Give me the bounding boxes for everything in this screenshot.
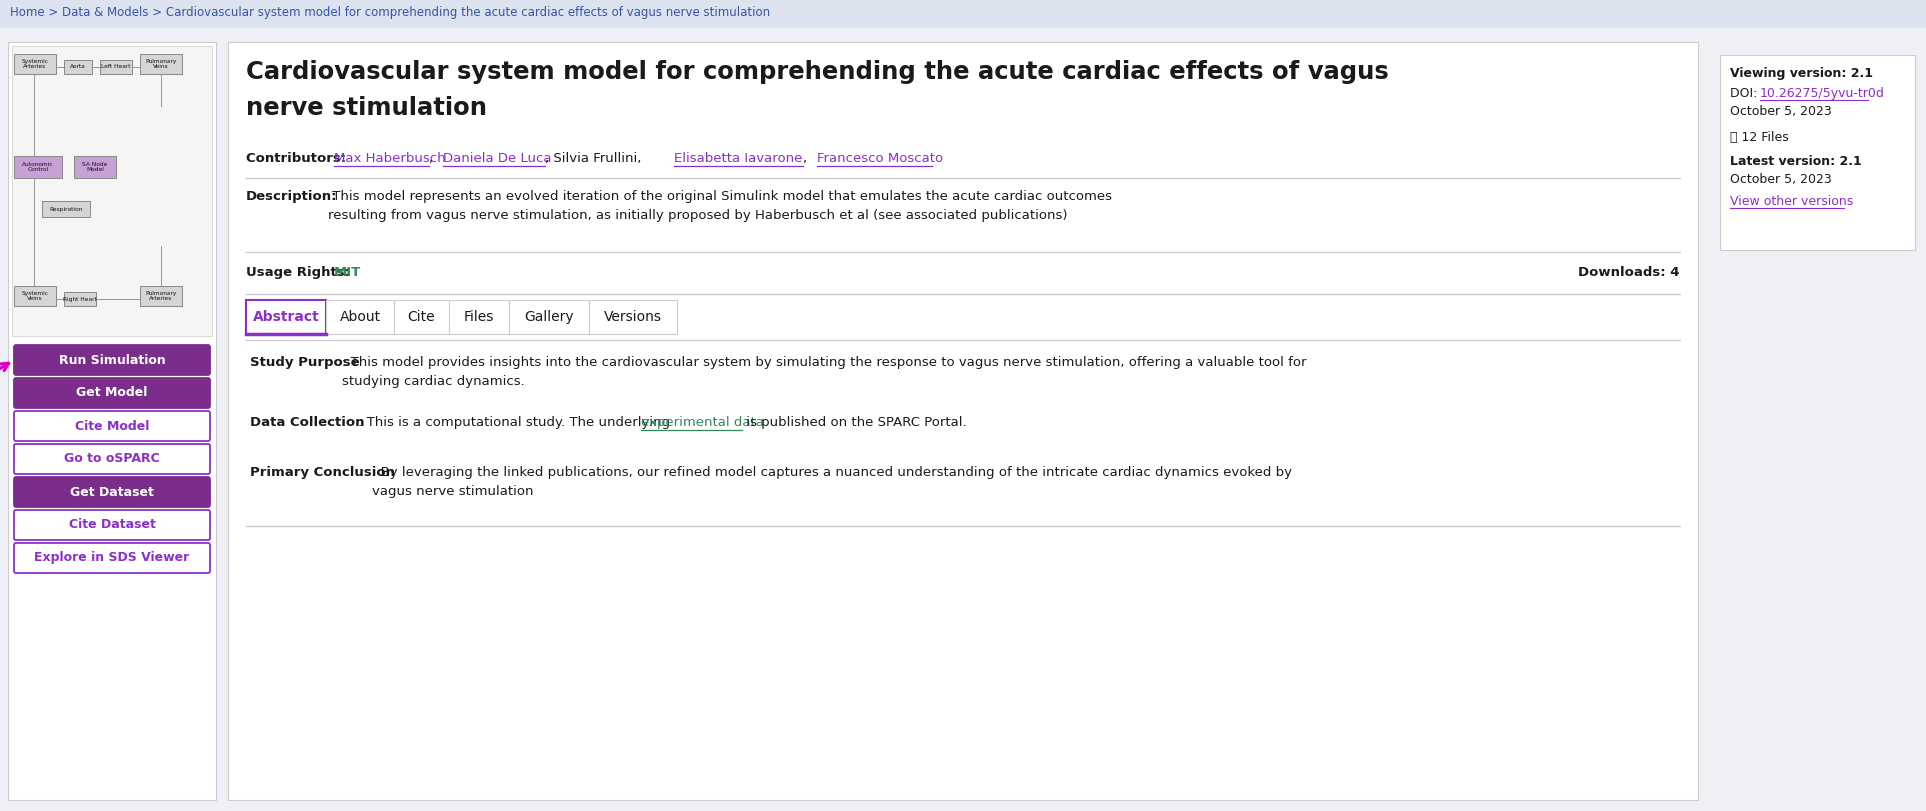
Text: Files: Files [464, 310, 495, 324]
Text: , Silvia Frullini,: , Silvia Frullini, [545, 152, 645, 165]
Text: Elisabetta Iavarone: Elisabetta Iavarone [674, 152, 803, 165]
Text: Right Heart: Right Heart [64, 297, 96, 302]
FancyBboxPatch shape [8, 42, 216, 800]
Text: Downloads: 4: Downloads: 4 [1579, 266, 1679, 279]
Text: Aorta: Aorta [69, 65, 87, 70]
FancyBboxPatch shape [13, 477, 210, 507]
Text: Cardiovascular system model for comprehending the acute cardiac effects of vagus: Cardiovascular system model for comprehe… [247, 60, 1389, 84]
Text: Get Model: Get Model [77, 387, 148, 400]
FancyBboxPatch shape [13, 345, 210, 375]
Text: 📄 12 Files: 📄 12 Files [1730, 131, 1789, 144]
FancyBboxPatch shape [13, 378, 210, 408]
FancyBboxPatch shape [12, 46, 212, 336]
Text: : This is a computational study. The underlying: : This is a computational study. The und… [358, 416, 674, 429]
FancyBboxPatch shape [247, 300, 325, 334]
FancyBboxPatch shape [13, 510, 210, 540]
FancyBboxPatch shape [64, 292, 96, 306]
Text: Description:: Description: [247, 190, 337, 203]
Text: About: About [339, 310, 381, 324]
FancyBboxPatch shape [395, 300, 449, 334]
Text: Viewing version: 2.1: Viewing version: 2.1 [1730, 67, 1872, 80]
Text: October 5, 2023: October 5, 2023 [1730, 105, 1832, 118]
FancyBboxPatch shape [141, 54, 181, 74]
Text: Pulmonary
Veins: Pulmonary Veins [144, 59, 177, 69]
Text: October 5, 2023: October 5, 2023 [1730, 173, 1832, 186]
Text: Go to oSPARC: Go to oSPARC [64, 453, 160, 466]
FancyBboxPatch shape [141, 286, 181, 306]
Text: Autonomic
Control: Autonomic Control [23, 162, 54, 172]
FancyBboxPatch shape [13, 411, 210, 441]
FancyBboxPatch shape [73, 156, 116, 178]
Text: 10.26275/5yvu-tr0d: 10.26275/5yvu-tr0d [1760, 87, 1886, 100]
Text: Explore in SDS Viewer: Explore in SDS Viewer [35, 551, 189, 564]
Text: Cite Dataset: Cite Dataset [69, 518, 156, 531]
FancyBboxPatch shape [13, 54, 56, 74]
FancyBboxPatch shape [0, 0, 1926, 28]
Text: Cite Model: Cite Model [75, 419, 148, 432]
FancyBboxPatch shape [64, 60, 92, 74]
Text: Contributors:: Contributors: [247, 152, 351, 165]
Text: is published on the SPARC Portal.: is published on the SPARC Portal. [742, 416, 967, 429]
FancyBboxPatch shape [227, 42, 1699, 800]
Text: Usage Rights:: Usage Rights: [247, 266, 354, 279]
Text: Respiration: Respiration [50, 207, 83, 212]
Text: Left Heart: Left Heart [102, 65, 131, 70]
Text: Systemic
Veins: Systemic Veins [21, 291, 48, 301]
Text: Max Haberbusch: Max Haberbusch [333, 152, 445, 165]
Text: : This model provides insights into the cardiovascular system by simulating the : : This model provides insights into the … [343, 356, 1306, 388]
FancyBboxPatch shape [100, 60, 133, 74]
Text: This model represents an evolved iteration of the original Simulink model that e: This model represents an evolved iterati… [327, 190, 1111, 221]
Text: MIT: MIT [333, 266, 362, 279]
Text: DOI:: DOI: [1730, 87, 1762, 100]
Text: Get Dataset: Get Dataset [69, 486, 154, 499]
FancyBboxPatch shape [449, 300, 508, 334]
Text: SA Node
Model: SA Node Model [83, 162, 108, 172]
Text: Systemic
Arteries: Systemic Arteries [21, 59, 48, 69]
FancyBboxPatch shape [589, 300, 678, 334]
FancyBboxPatch shape [13, 156, 62, 178]
Text: nerve stimulation: nerve stimulation [247, 96, 487, 120]
Text: Gallery: Gallery [524, 310, 574, 324]
Text: Versions: Versions [605, 310, 663, 324]
Text: Run Simulation: Run Simulation [58, 354, 166, 367]
Text: : By leveraging the linked publications, our refined model captures a nuanced un: : By leveraging the linked publications,… [372, 466, 1292, 497]
FancyBboxPatch shape [13, 286, 56, 306]
Text: ,: , [429, 152, 437, 165]
Text: experimental data: experimental data [641, 416, 765, 429]
Text: Daniela De Luca: Daniela De Luca [443, 152, 551, 165]
FancyBboxPatch shape [13, 543, 210, 573]
FancyBboxPatch shape [42, 201, 91, 217]
FancyBboxPatch shape [508, 300, 589, 334]
Text: Primary Conclusion: Primary Conclusion [250, 466, 395, 479]
Text: Study Purpose: Study Purpose [250, 356, 360, 369]
Text: Francesco Moscato: Francesco Moscato [817, 152, 944, 165]
FancyBboxPatch shape [325, 300, 395, 334]
Text: Home > Data & Models > Cardiovascular system model for comprehending the acute c: Home > Data & Models > Cardiovascular sy… [10, 6, 770, 19]
Text: Latest version: 2.1: Latest version: 2.1 [1730, 155, 1862, 168]
FancyBboxPatch shape [13, 444, 210, 474]
Text: Cite: Cite [408, 310, 435, 324]
FancyBboxPatch shape [1720, 55, 1914, 250]
Text: ,: , [803, 152, 811, 165]
Text: View other versions: View other versions [1730, 195, 1853, 208]
Text: Pulmonary
Arteries: Pulmonary Arteries [144, 291, 177, 301]
Text: Data Collection: Data Collection [250, 416, 364, 429]
Text: Abstract: Abstract [252, 310, 320, 324]
